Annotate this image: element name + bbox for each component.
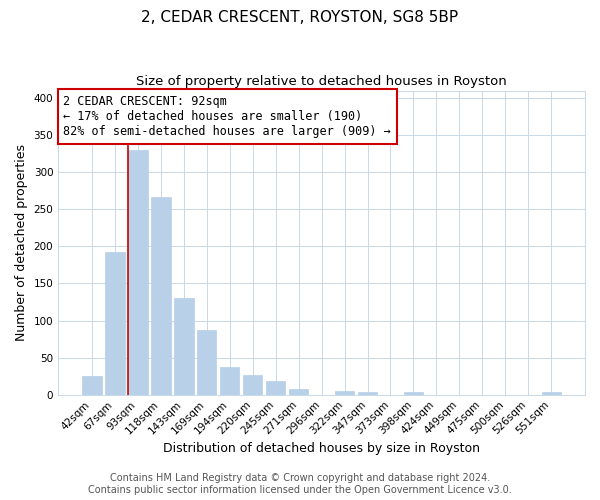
Text: 2, CEDAR CRESCENT, ROYSTON, SG8 5BP: 2, CEDAR CRESCENT, ROYSTON, SG8 5BP <box>142 10 458 25</box>
Bar <box>151 198 170 394</box>
Bar <box>404 392 423 394</box>
Bar <box>266 382 286 394</box>
Bar <box>128 150 148 394</box>
Text: Contains HM Land Registry data © Crown copyright and database right 2024.
Contai: Contains HM Land Registry data © Crown c… <box>88 474 512 495</box>
X-axis label: Distribution of detached houses by size in Royston: Distribution of detached houses by size … <box>163 442 480 455</box>
Text: 2 CEDAR CRESCENT: 92sqm
← 17% of detached houses are smaller (190)
82% of semi-d: 2 CEDAR CRESCENT: 92sqm ← 17% of detache… <box>64 95 391 138</box>
Bar <box>82 376 101 394</box>
Bar <box>358 392 377 394</box>
Bar <box>335 391 355 394</box>
Bar <box>542 392 561 394</box>
Bar <box>174 298 194 394</box>
Y-axis label: Number of detached properties: Number of detached properties <box>15 144 28 341</box>
Bar <box>243 376 262 394</box>
Bar <box>220 366 239 394</box>
Bar <box>197 330 217 394</box>
Bar <box>105 252 125 394</box>
Bar <box>289 389 308 394</box>
Title: Size of property relative to detached houses in Royston: Size of property relative to detached ho… <box>136 75 507 88</box>
